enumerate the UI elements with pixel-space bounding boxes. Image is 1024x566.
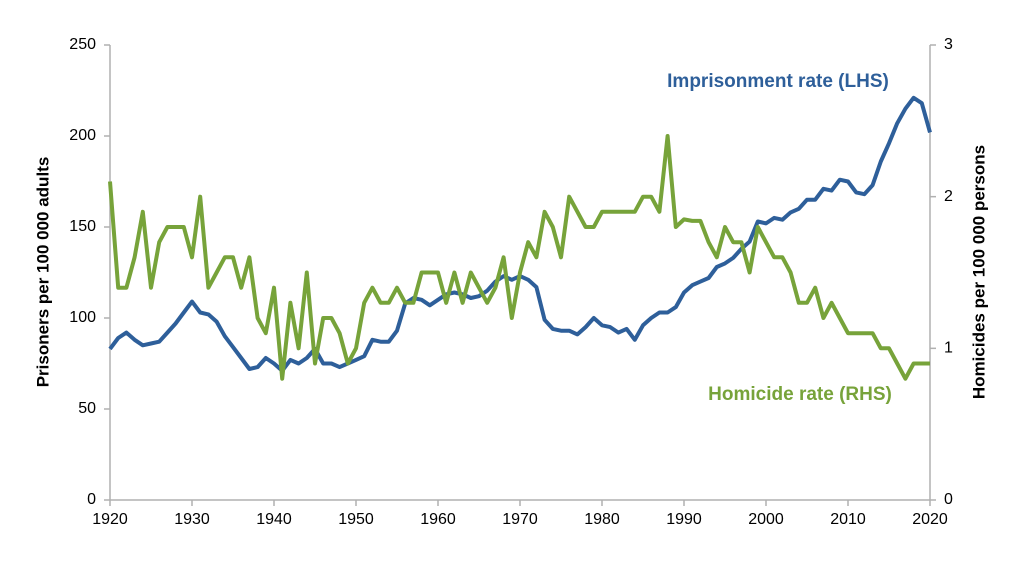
y-axis-label: Prisoners per 100 000 adults — [33, 157, 52, 388]
y-tick-label: 200 — [69, 127, 96, 144]
series-label: Imprisonment rate (LHS) — [667, 71, 889, 92]
y2-tick-label: 0 — [944, 491, 953, 508]
y-tick-label: 100 — [69, 309, 96, 326]
x-tick-label: 2000 — [748, 511, 784, 528]
x-tick-label: 1970 — [502, 511, 538, 528]
x-tick-label: 1930 — [174, 511, 210, 528]
y2-tick-label: 3 — [944, 36, 953, 53]
y2-axis-label: Homicides per 100 000 persons — [969, 145, 988, 399]
series-line — [108, 95, 932, 373]
series-label: Homicide rate (RHS) — [708, 384, 892, 405]
y-tick-label: 0 — [87, 491, 96, 508]
x-tick-label: 1920 — [92, 511, 128, 528]
y2-tick-label: 2 — [944, 188, 953, 205]
x-tick-label: 1980 — [584, 511, 620, 528]
x-tick-label: 2010 — [830, 511, 866, 528]
x-tick-label: 2020 — [912, 511, 948, 528]
x-tick-label: 1990 — [666, 511, 702, 528]
x-tick-label: 1940 — [256, 511, 292, 528]
y2-tick-label: 1 — [944, 340, 953, 357]
y-tick-label: 50 — [78, 400, 96, 417]
series-line — [108, 134, 930, 381]
y-tick-label: 250 — [69, 36, 96, 53]
x-tick-label: 1960 — [420, 511, 456, 528]
x-tick-label: 1950 — [338, 511, 374, 528]
y-tick-label: 150 — [69, 218, 96, 235]
